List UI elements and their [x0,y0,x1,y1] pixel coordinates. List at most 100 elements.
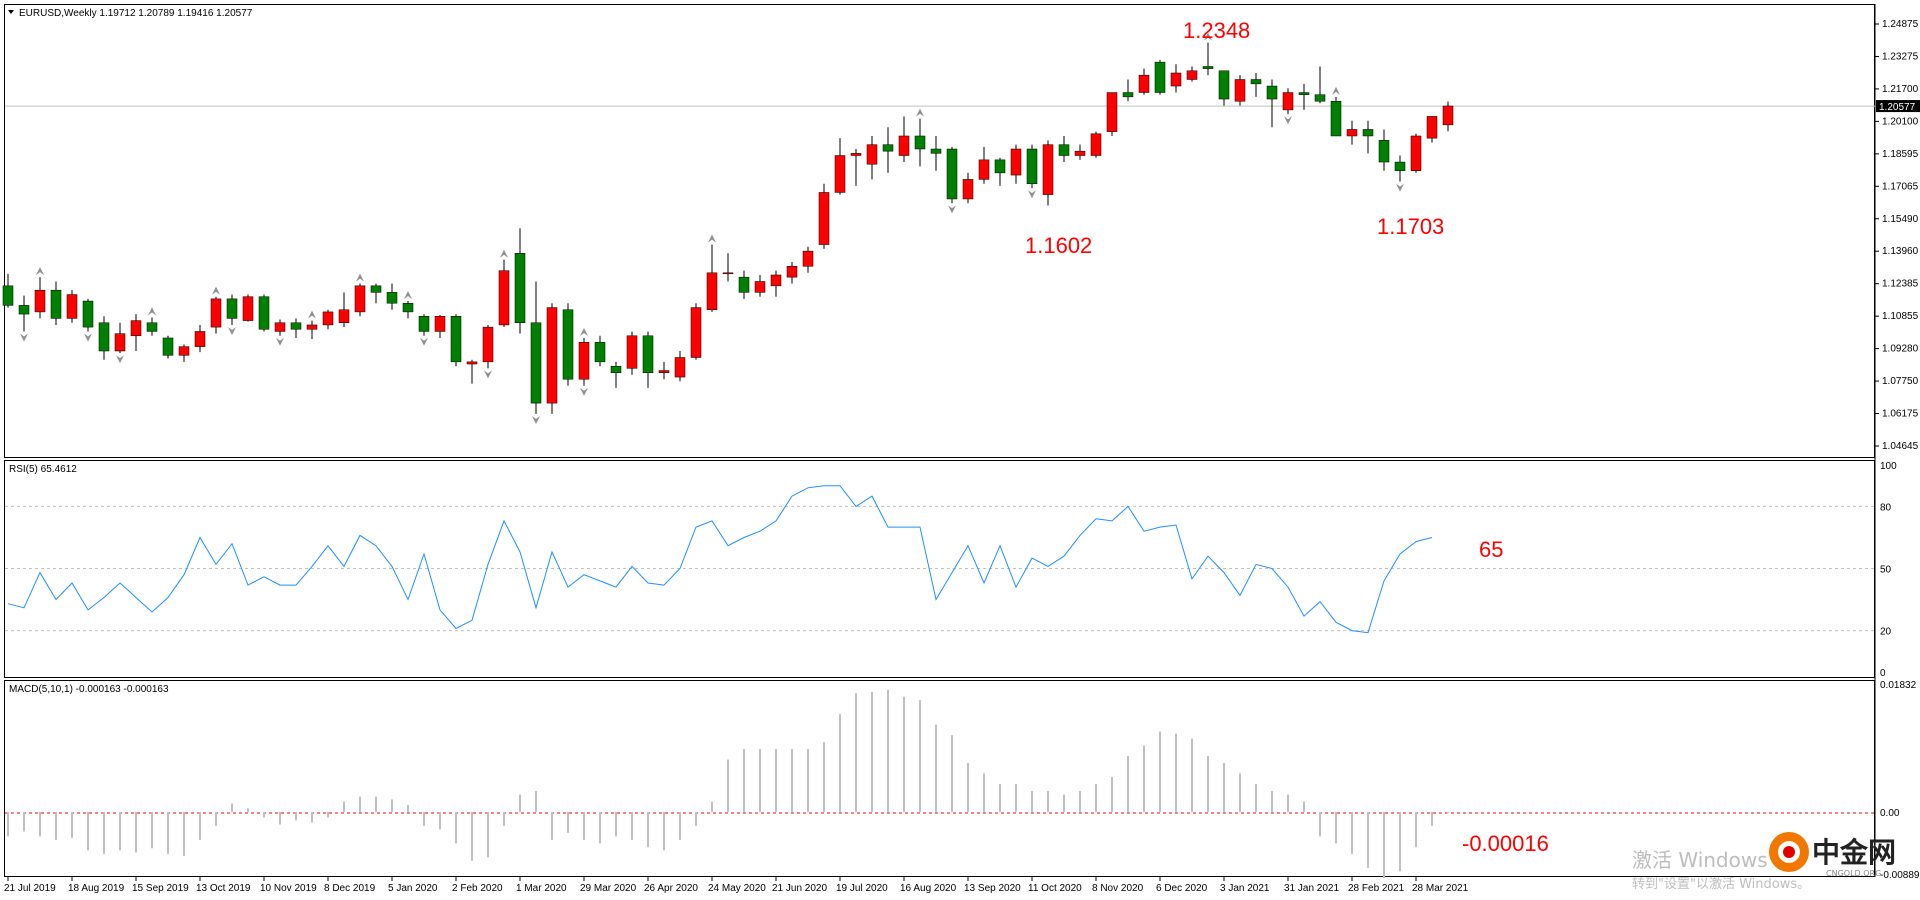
date-tick-label: 3 Jan 2021 [1220,883,1270,894]
candle-body [946,148,958,200]
date-tick-label: 13 Oct 2019 [196,883,251,894]
candle [1186,66,1198,82]
date-tick-label: 24 May 2020 [708,883,766,894]
fractal-down-marker [116,355,124,364]
candle-body [258,296,270,330]
candle-body [930,148,942,154]
candle [786,261,798,284]
candle-body [866,144,878,165]
candle-body [1122,92,1134,98]
date-tick-label: 29 Mar 2020 [580,883,637,894]
date-tick-label: 11 Oct 2020 [1028,883,1082,894]
candle [1074,144,1086,160]
candle [466,359,478,384]
candle [498,259,510,328]
fractal-down-marker [948,205,956,214]
candle-body [1186,70,1198,80]
windows-activation-line2: 转到"设置"以激活 Windows。 [1632,877,1810,892]
date-axis[interactable]: 21 Jul 2019 18 Aug 2019 15 Sep 2019 13 Oct … [4,877,1469,894]
fractal-down-marker [420,337,428,346]
candle [1330,96,1342,137]
price-tick-label: 1.10855 [1882,311,1919,322]
candle-body [402,302,414,313]
candle-body [1042,144,1054,195]
candle-body [770,274,782,287]
candle-body [882,144,894,152]
candle [1410,133,1422,173]
main-price-panel[interactable] [4,4,1875,458]
rsi-panel[interactable] [4,460,1875,678]
date-tick-label: 19 Jul 2020 [836,883,888,894]
windows-activation-line1: 激活 Windows [1632,848,1768,872]
candle-body [850,153,862,156]
date-tick-label: 8 Nov 2020 [1092,883,1144,894]
candle [98,316,110,360]
candle [818,183,830,249]
date-tick-label: 26 Apr 2020 [644,883,698,894]
main-chart-header: EURUSD,Weekly 1.19712 1.20789 1.19416 1.… [19,8,253,19]
candle-body [498,270,510,326]
rsi-header: RSI(5) 65.4612 [9,464,77,475]
candle-body [1410,135,1422,171]
macd-header: MACD(5,10,1) -0.000163 -0.000163 [9,684,169,695]
candle-body [1010,148,1022,176]
candle-body [242,296,254,321]
candle [1442,101,1454,132]
candle [450,314,462,367]
candle-body [178,346,190,356]
candle-body [226,298,238,319]
candle [178,344,190,362]
candle-body [114,333,126,352]
candle-body [34,289,46,313]
price-tick-label: 1.20100 [1882,116,1919,127]
price-tick-label: 1.06175 [1882,409,1919,420]
date-tick-label: 6 Dec 2020 [1156,883,1208,894]
rsi-tick-label: 100 [1880,461,1897,472]
cngold-logo-text: 中金网 [1812,836,1896,869]
macd-tick-label: 0.01832 [1880,680,1917,691]
current-price-tag [1876,100,1920,113]
candle [690,303,702,360]
macd-axis[interactable]: 0.01832 0.00 -0.00889 [1880,680,1920,881]
candle-body [978,159,990,180]
rsi-axis[interactable]: 100 80 50 20 0 [1880,461,1897,679]
rsi-tick-label: 20 [1880,627,1892,638]
price-tick-label: 1.09280 [1882,344,1919,355]
candle [2,273,14,308]
candle [610,361,622,388]
fractal-up-marker [148,307,156,316]
macd-panel[interactable] [4,680,1875,877]
candle [946,146,958,204]
candle [1122,79,1134,102]
price-axis[interactable]: 1.24875 1.23275 1.21700 1.20100 1.18595 1.170… [1875,19,1919,452]
candle-body [818,192,830,245]
rsi-line [7,485,1433,634]
candle [1314,66,1326,104]
candle [738,270,750,299]
candle-body [50,289,62,319]
candle [1250,72,1262,97]
fractal-up-marker [916,108,924,117]
candle-body [1394,161,1406,171]
fractal-up-marker [580,327,588,336]
macd-histogram [7,689,1449,879]
candle-body [450,316,462,363]
candle [386,283,398,310]
candle [210,296,222,334]
candle [226,294,238,325]
candle [834,138,846,195]
candle-body [562,309,574,380]
date-tick-label: 2 Feb 2020 [452,883,503,894]
candle [1346,120,1358,145]
candle [1234,75,1246,106]
candle-body [466,361,478,365]
candle [1090,131,1102,158]
candle [626,331,638,375]
date-tick-label: 28 Feb 2021 [1348,883,1405,894]
candle [418,314,430,336]
candle-body [514,253,526,324]
candle-body [530,322,542,404]
candle-body [1154,61,1166,93]
dropdown-triangle-icon[interactable] [8,10,14,14]
